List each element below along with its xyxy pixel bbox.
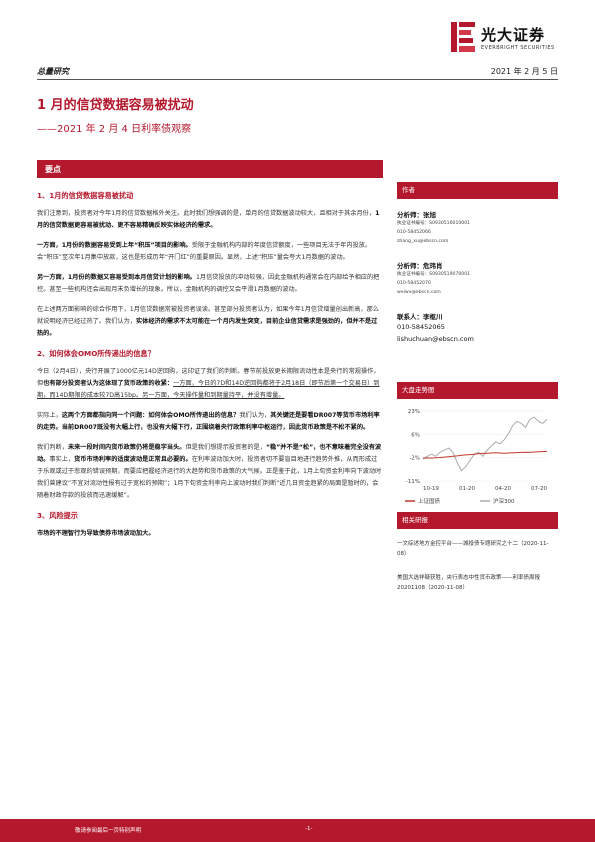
analyst1-email[interactable]: zhang_xu@ebscn.com bbox=[397, 239, 449, 244]
text-span: 在上述两方面影响的综合作用下，1月信贷数据常被投资者误读。甚至部分投资者认为，如… bbox=[37, 306, 379, 325]
bold-span: 实体经济的需求不太可能在一个月内发生突变，目前企业信贷需求是强劲的，但并不是过热… bbox=[37, 318, 378, 337]
text-span: 我们注意到，投资者对今年1月的信贷数据格外关注。此时我们想强调的是，单月的信贷数… bbox=[37, 210, 376, 217]
contact-email[interactable]: lishuchuan@ebscn.com bbox=[397, 335, 474, 343]
y-tick-label: 6% bbox=[411, 432, 420, 438]
analyst2-phone: 010-58452070 bbox=[397, 281, 431, 286]
contact-name: 联系人：李枢川 bbox=[397, 313, 443, 321]
report-subtitle: ——2021 年 2 月 4 日利率债观察 bbox=[37, 124, 192, 135]
bold-span: 1月的信贷数据更容易被扰动、更不容易精确反映实体经济的需求。 bbox=[37, 210, 380, 229]
analyst1-cert: 执业证书编号：S0930516010001 bbox=[397, 221, 471, 226]
contact-phone: 010-58452065 bbox=[397, 323, 445, 331]
text-span: 受限于金融机构内部的年度信贷额度，一些项目无法于年内投放。会“积压”至次年1月集… bbox=[37, 242, 372, 261]
sidebar-reports: 相关研报 一文综述地方金控平台——城投债专题研究之十二（2020-11-08） … bbox=[397, 512, 558, 593]
x-tick-label: 10-19 bbox=[423, 486, 439, 492]
text-span: 我们认为， bbox=[239, 412, 271, 419]
section2-paragraph1: 今日（2月4日），央行开展了1000亿元14D逆回购，这印证了我们的判断。春节前… bbox=[37, 366, 383, 402]
underline-span: 一方面，今日的7D和14D逆回购都将于2月18日（即节后第一个交易日）到期，而1… bbox=[37, 380, 380, 399]
underline-span: 另一方面，今天操作量和到期量持平，并没有增量。 bbox=[142, 392, 285, 399]
page-number: -1- bbox=[305, 826, 313, 832]
x-tick-label: 04-20 bbox=[495, 486, 511, 492]
related-report-2[interactable]: 美国大选祥疑获胜，央行表态中性货币政策——利率债周报 20201108（2020… bbox=[397, 575, 541, 591]
section3-heading: 3、风险提示 bbox=[37, 511, 78, 520]
bold-span: “稳”并不是“松”，也不意味着完全没有波动。 bbox=[37, 444, 382, 463]
section1-paragraph2: 一方面，1月份的数据容易受到上年“积压”项目的影响。受限于金融机构内部的年度信贷… bbox=[37, 240, 383, 264]
analyst1-name: 分析师：张旭 bbox=[397, 211, 436, 219]
text-span: 1月信贷投放的冲动较强，因此金融机构通常会在内部给予相应的把控。甚至一些机构还会… bbox=[37, 274, 380, 293]
series-line-上证国债 bbox=[422, 450, 548, 459]
text-span: 在利率波动加大时，投资者切不要盲目地进行趋势外推，从而形成过于乐观或过于悲观的错… bbox=[37, 456, 382, 499]
legend-label: 沪深300 bbox=[493, 497, 515, 505]
text-span: 事实上， bbox=[49, 456, 75, 463]
series-line-沪深300 bbox=[422, 416, 548, 472]
section2-heading: 2、如何体会OMO所传递出的信息？ bbox=[37, 349, 155, 358]
chart-title-bar: 大盘走势图 bbox=[397, 382, 558, 399]
bold-span: 其关键还是要看DR007等货币市场利率的走势。当前DR007既没有大幅上行，也没… bbox=[37, 412, 380, 431]
y-tick-label: 23% bbox=[408, 409, 420, 415]
key-points-bar bbox=[37, 160, 383, 178]
key-points-label: 要点 bbox=[45, 165, 61, 174]
bold-span: 未来一段时间内货币政策仍将是稳字当头。 bbox=[67, 444, 186, 451]
sidebar-chart: 大盘走势图 23% 6% -2% -11% 10-19 01-20 04-20 07-20 上证… bbox=[397, 382, 558, 515]
x-tick-label: 01-20 bbox=[459, 486, 475, 492]
brand-name-en: EVERBRIGHT SECURITIES bbox=[481, 45, 555, 51]
related-report-1[interactable]: 一文综述地方金控平台——城投债专题研究之十二（2020-11-08） bbox=[397, 541, 549, 557]
section1-paragraph1: 我们注意到，投资者对今年1月的信贷数据格外关注。此时我们想强调的是，单月的信贷数… bbox=[37, 208, 383, 232]
footer-disclaimer[interactable]: 敬请参阅最后一页特别声明 bbox=[75, 828, 142, 834]
text-span: 今日（2月4日），央行开展了1000亿元14D逆回购，这印证了我们的判断。春节前… bbox=[37, 368, 380, 387]
footer-bar bbox=[0, 819, 595, 842]
authors-bar: 作者 bbox=[397, 182, 558, 199]
y-tick-label: -2% bbox=[409, 456, 420, 462]
legend-label: 上证国债 bbox=[418, 497, 441, 505]
market-trend-chart: 23% 6% -2% -11%10-19 01-20 04-20 07-20 上证国债 沪深30… bbox=[405, 409, 548, 505]
reports-bar: 相关研报 bbox=[397, 512, 558, 529]
bold-span: 也有部分投资者认为这体现了货币政策的收紧： bbox=[43, 380, 174, 387]
text-span: 但是我们想提示投资者的是， bbox=[185, 444, 266, 451]
section1-paragraph4: 在上述两方面影响的综合作用下，1月信贷数据常被投资者误读。甚至部分投资者认为，如… bbox=[37, 304, 383, 340]
header-divider bbox=[37, 79, 558, 80]
x-tick-label: 07-20 bbox=[531, 486, 547, 492]
section2-paragraph3: 我们判断，未来一段时间内货币政策仍将是稳字当头。但是我们想提示投资者的是，“稳”… bbox=[37, 442, 383, 502]
section3-paragraph1: 市场的不理智行为导致债券市场波动加大。 bbox=[37, 528, 383, 540]
bold-span: 另一方面，1月份的数据又容易受到本月信贷计划的影响。 bbox=[37, 274, 196, 281]
analyst1-phone: 010-58452066 bbox=[397, 230, 431, 235]
report-category: 总量研究 bbox=[37, 67, 69, 76]
section1-heading: 1、1月的信贷数据容易被扰动 bbox=[37, 191, 134, 200]
main-content: 1、1月的信贷数据容易被扰动 我们注意到，投资者对今年1月的信贷数据格外关注。此… bbox=[37, 190, 383, 548]
analyst2-email[interactable]: weiwx@ebscn.com bbox=[397, 290, 441, 295]
report-date: 2021 年 2 月 5 日 bbox=[490, 67, 558, 76]
brand-name-cn: 光大证券 bbox=[481, 26, 546, 44]
section2-paragraph2: 实际上，这两个方面都指向同一个问题：如何体会OMO所传递出的信息？我们认为，其关… bbox=[37, 410, 383, 434]
sidebar-authors: 作者 分析师：张旭 执业证书编号：S0930516010001 010-5845… bbox=[397, 182, 558, 345]
analyst2-name: 分析师：危玮肖 bbox=[397, 262, 443, 270]
analyst1-block: 分析师：张旭 执业证书编号：S0930516010001 010-5845206… bbox=[397, 209, 558, 246]
bold-span: 货币市场利率的适度波动是正常且必要的。 bbox=[74, 456, 192, 463]
contact-block: 联系人：李枢川 010-58452065 lishuchuan@ebscn.co… bbox=[397, 311, 558, 345]
bold-span: 一方面，1月份的数据容易受到上年“积压”项目的影响。 bbox=[37, 242, 192, 249]
company-logo-icon bbox=[451, 22, 475, 52]
bold-span: 这两个方面都指向同一个问题：如何体会OMO所传递出的信息？ bbox=[61, 412, 240, 419]
text-span: 实际上， bbox=[37, 412, 62, 419]
bold-span: 市场的不理智行为导致债券市场波动加大。 bbox=[37, 530, 155, 537]
y-tick-label: -11% bbox=[406, 479, 420, 485]
section1-paragraph3: 另一方面，1月份的数据又容易受到本月信贷计划的影响。1月信贷投放的冲动较强，因此… bbox=[37, 272, 383, 296]
analyst2-block: 分析师：危玮肖 执业证书编号：S0930519070001 010-584520… bbox=[397, 260, 558, 297]
report-title: 1 月的信贷数据容易被扰动 bbox=[37, 98, 194, 113]
analyst2-cert: 执业证书编号：S0930519070001 bbox=[397, 272, 471, 277]
text-span: 我们判断， bbox=[37, 444, 68, 451]
